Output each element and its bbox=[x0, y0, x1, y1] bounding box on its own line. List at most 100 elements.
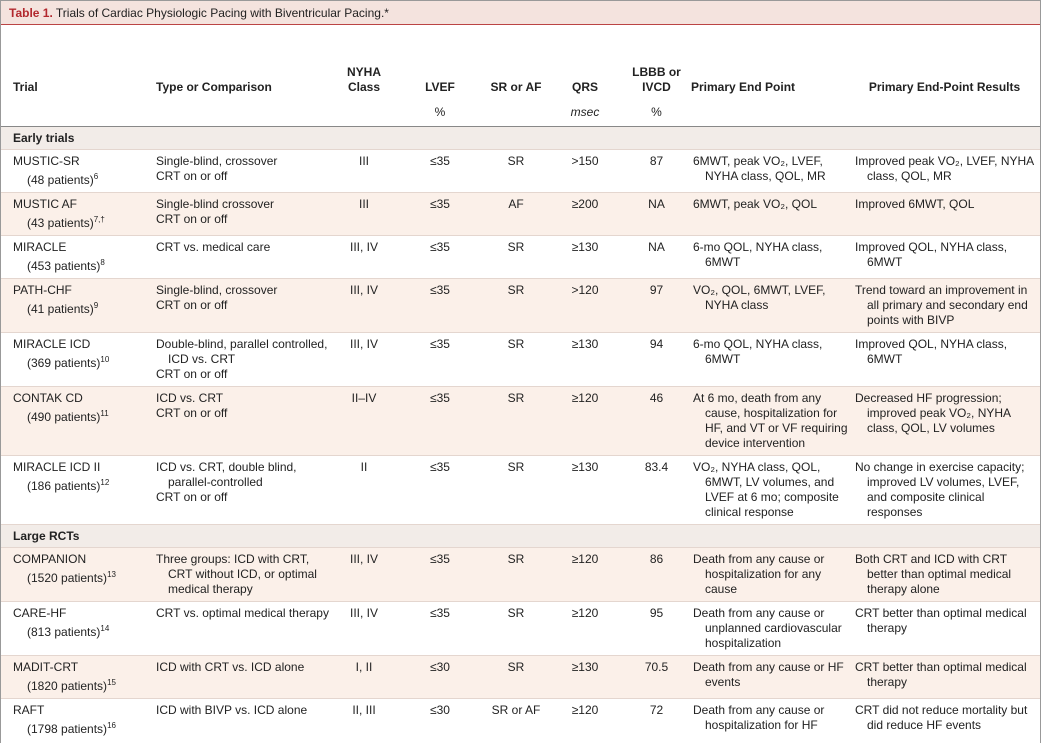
trial-patients-line: (490 patients)11 bbox=[13, 406, 152, 425]
rhythm-cell: SR bbox=[488, 601, 548, 656]
trial-row: RAFT (1798 patients)16 ICD with BIVP vs. I… bbox=[1, 698, 1040, 741]
qrs-cell: ≥120 bbox=[548, 386, 626, 456]
trial-patients-line: (43 patients)7,† bbox=[13, 212, 152, 231]
nyha-cell: III bbox=[336, 149, 396, 193]
qrs-cell: ≥200 bbox=[548, 192, 626, 236]
trial-patients: (41 patients) bbox=[27, 302, 94, 316]
trial-row: CARE-HF (813 patients)14 CRT vs. optimal m… bbox=[1, 601, 1040, 656]
column-header: QRS bbox=[571, 80, 598, 94]
reference: 8 bbox=[100, 258, 105, 267]
trial-name: RAFT bbox=[13, 703, 45, 717]
trial-name: MADIT-CRT bbox=[13, 660, 79, 674]
qrs-cell: ≥120 bbox=[548, 601, 626, 656]
trial-row: CONTAK CD (490 patients)11 ICD vs. CRT CRT … bbox=[1, 386, 1040, 456]
column-header: LBBB or IVCD bbox=[632, 65, 681, 94]
type-item: CRT on or off bbox=[156, 490, 228, 504]
lvef-cell: ≤35 bbox=[396, 601, 488, 656]
unit-label: % bbox=[651, 105, 662, 119]
lbbb-cell: NA bbox=[626, 235, 691, 279]
unit-label: msec bbox=[570, 105, 600, 119]
reference: 12 bbox=[100, 478, 110, 487]
type-item: ICD vs. CRT, double blind, parallel-cont… bbox=[156, 460, 297, 489]
lvef-cell: ≤30 bbox=[396, 655, 488, 699]
unit-cell bbox=[691, 101, 853, 127]
rhythm-cell: SR bbox=[488, 455, 548, 525]
type-cell: ICD with BIVP vs. ICD alone bbox=[156, 698, 336, 741]
reference: 11 bbox=[100, 409, 109, 418]
end-point-cell: 6MWT, peak VO₂, LVEF, NYHA class, QOL, M… bbox=[691, 149, 853, 193]
reference: 14 bbox=[100, 624, 110, 633]
trial-cell: RAFT (1798 patients)16 bbox=[1, 698, 156, 741]
results-cell: Improved QOL, NYHA class, 6MWT bbox=[853, 235, 1040, 279]
unit-cell: % bbox=[626, 101, 691, 127]
type-cell: Double-blind, parallel controlled, ICD v… bbox=[156, 332, 336, 387]
trial-row: COMPANION (1520 patients)13 Three groups: … bbox=[1, 547, 1040, 602]
results-cell: CRT better than optimal medical therapy bbox=[853, 601, 1040, 656]
type-cell: Single-blind, crossover CRT on or off bbox=[156, 278, 336, 333]
rhythm-cell: SR bbox=[488, 655, 548, 699]
nyha-cell: II bbox=[336, 455, 396, 525]
qrs-cell: >120 bbox=[548, 278, 626, 333]
end-point-cell: Death from any cause or hospitalization … bbox=[691, 698, 853, 741]
results-cell: CRT better than optimal medical therapy bbox=[853, 655, 1040, 699]
qrs-cell: ≥130 bbox=[548, 655, 626, 699]
trial-row: MIRACLE ICD (369 patients)10 Double-blind,… bbox=[1, 332, 1040, 387]
rhythm-cell: SR or AF bbox=[488, 698, 548, 741]
results-cell: CRT did not reduce mortality but did red… bbox=[853, 698, 1040, 741]
trial-name: MIRACLE bbox=[13, 240, 67, 254]
trial-cell: PATH-CHF (41 patients)9 bbox=[1, 278, 156, 333]
trial-patients: (813 patients) bbox=[27, 625, 101, 639]
rhythm-cell: AF bbox=[488, 192, 548, 236]
rhythm-cell: SR bbox=[488, 149, 548, 193]
rhythm-cell: SR bbox=[488, 386, 548, 456]
nyha-cell: II, III bbox=[336, 698, 396, 741]
column-header: Type or Comparison bbox=[156, 80, 272, 94]
trial-cell: CARE-HF (813 patients)14 bbox=[1, 601, 156, 656]
unit-cell bbox=[336, 101, 396, 127]
title-text: Trials of Cardiac Physiologic Pacing wit… bbox=[55, 6, 389, 20]
qrs-cell: ≥130 bbox=[548, 235, 626, 279]
trial-row: MUSTIC-SR (48 patients)6 Single-blind, cro… bbox=[1, 149, 1040, 193]
lvef-cell: ≤35 bbox=[396, 332, 488, 387]
trial-name: CONTAK CD bbox=[13, 391, 83, 405]
type-cell: CRT vs. optimal medical therapy bbox=[156, 601, 336, 656]
reference: 7,† bbox=[93, 215, 105, 224]
lbbb-cell: 86 bbox=[626, 547, 691, 602]
section-row: Large RCTs bbox=[1, 524, 1040, 548]
reference: 15 bbox=[107, 678, 116, 687]
lbbb-cell: 83.4 bbox=[626, 455, 691, 525]
unit-cell bbox=[1, 101, 156, 127]
type-cell: Single-blind, crossover CRT on or off bbox=[156, 149, 336, 193]
trial-patients: (43 patients) bbox=[27, 216, 94, 230]
results-cell: Improved 6MWT, QOL bbox=[853, 192, 1040, 236]
reference: 10 bbox=[100, 355, 110, 364]
nyha-cell: III, IV bbox=[336, 601, 396, 656]
type-item: CRT on or off bbox=[156, 367, 228, 381]
units-row: % msec% bbox=[1, 101, 1040, 127]
nyha-cell: III bbox=[336, 192, 396, 236]
trial-row: MUSTIC AF (43 patients)7,† Single-blind cr… bbox=[1, 192, 1040, 236]
nyha-cell: I, II bbox=[336, 655, 396, 699]
trial-cell: MIRACLE ICD (369 patients)10 bbox=[1, 332, 156, 387]
trial-cell: COMPANION (1520 patients)13 bbox=[1, 547, 156, 602]
trial-patients: (453 patients) bbox=[27, 259, 101, 273]
type-item: CRT on or off bbox=[156, 212, 228, 226]
end-point-cell: Death from any cause or hospitalization … bbox=[691, 547, 853, 602]
table: Trial Type or Comparison NYHA Class LVEF SR … bbox=[1, 25, 1040, 741]
qrs-cell: >150 bbox=[548, 149, 626, 193]
column-header: Trial bbox=[13, 80, 38, 94]
results-cell: Decreased HF progression; improved peak … bbox=[853, 386, 1040, 456]
title-label: Table 1. bbox=[9, 6, 53, 20]
type-item: CRT on or off bbox=[156, 298, 228, 312]
trial-patients: (48 patients) bbox=[27, 173, 94, 187]
lvef-cell: ≤35 bbox=[396, 149, 488, 193]
reference: 13 bbox=[107, 570, 116, 579]
lbbb-cell: 97 bbox=[626, 278, 691, 333]
section-title: Early trials bbox=[1, 126, 1040, 150]
trial-patients-line: (1798 patients)16 bbox=[13, 718, 152, 737]
trial-row: MADIT-CRT (1820 patients)15 ICD with CRT v… bbox=[1, 655, 1040, 699]
trial-row: MIRACLE ICD II (186 patients)12 ICD vs. CR… bbox=[1, 455, 1040, 525]
type-item: CRT vs. optimal medical therapy bbox=[156, 606, 329, 620]
rhythm-cell: SR bbox=[488, 332, 548, 387]
